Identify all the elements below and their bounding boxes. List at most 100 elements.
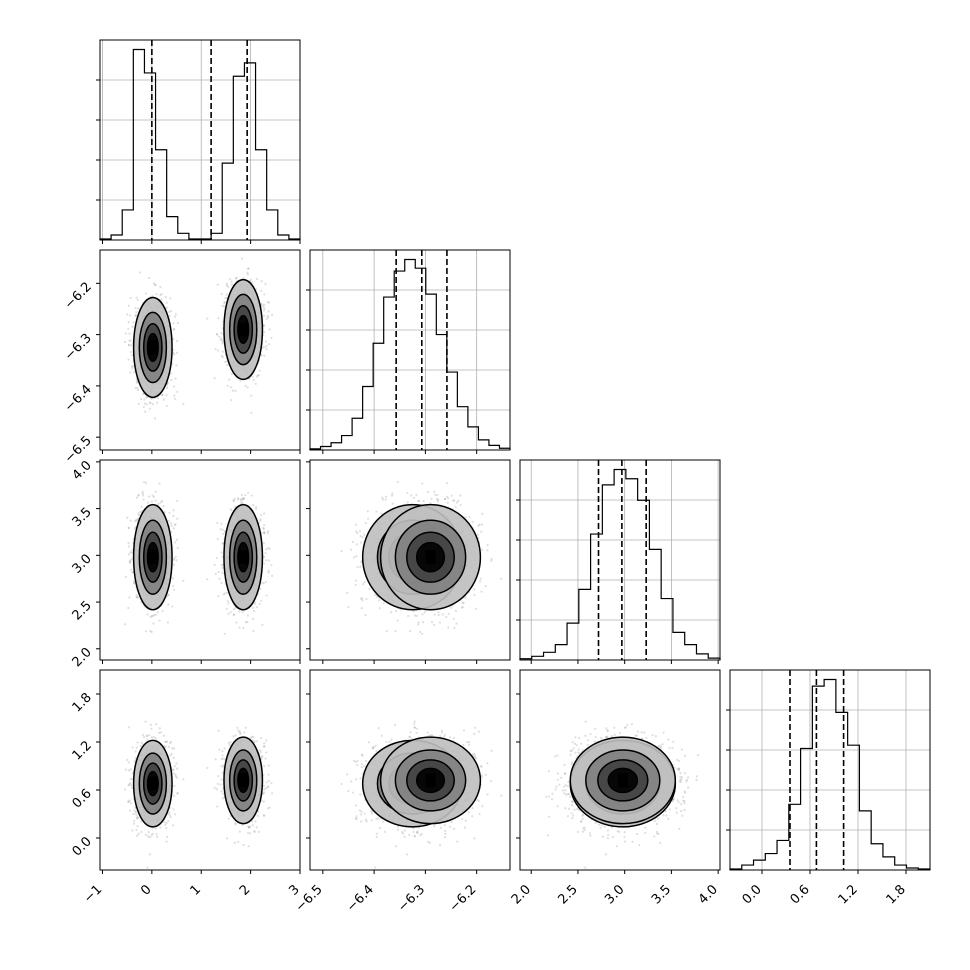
sample-point bbox=[222, 593, 225, 596]
sample-point bbox=[226, 600, 229, 603]
sample-point bbox=[219, 528, 222, 531]
sample-point bbox=[374, 593, 377, 596]
sample-point bbox=[134, 314, 137, 317]
sample-point bbox=[263, 562, 266, 565]
sample-point bbox=[251, 606, 254, 609]
sample-point bbox=[131, 551, 134, 555]
sample-point bbox=[267, 310, 270, 313]
sample-point bbox=[127, 553, 131, 556]
sample-point bbox=[129, 560, 132, 563]
density-peak bbox=[238, 550, 249, 565]
sample-point bbox=[149, 615, 152, 619]
sample-point bbox=[150, 500, 154, 503]
sample-point bbox=[160, 293, 163, 296]
sample-point bbox=[135, 594, 138, 597]
sample-point bbox=[247, 491, 250, 495]
sample-point bbox=[182, 402, 185, 406]
sample-point bbox=[169, 372, 173, 375]
sample-point bbox=[137, 402, 140, 406]
sample-point bbox=[150, 614, 153, 618]
sample-point bbox=[176, 390, 179, 393]
sample-point bbox=[158, 619, 161, 622]
sample-point bbox=[169, 309, 173, 313]
sample-point bbox=[171, 577, 175, 580]
sample-point bbox=[220, 564, 223, 567]
panel-frame bbox=[99, 249, 301, 451]
sample-point bbox=[148, 407, 152, 410]
sample-point bbox=[141, 392, 145, 396]
sample-point bbox=[267, 571, 270, 574]
sample-point bbox=[262, 303, 266, 307]
sample-point bbox=[124, 575, 127, 579]
sample-point bbox=[132, 321, 135, 324]
sample-point bbox=[221, 342, 224, 345]
sample-point bbox=[225, 284, 229, 287]
sample-point bbox=[220, 581, 223, 585]
sample-point bbox=[136, 386, 139, 389]
sample-point bbox=[251, 281, 254, 284]
sample-point bbox=[221, 350, 225, 353]
y-tick-label: −6.3 bbox=[62, 331, 95, 364]
sample-point bbox=[127, 526, 131, 530]
sample-point bbox=[244, 493, 247, 497]
sample-point bbox=[271, 313, 274, 316]
sample-point bbox=[262, 526, 265, 529]
sample-point bbox=[250, 394, 253, 397]
sample-point bbox=[173, 557, 176, 560]
sample-point bbox=[266, 300, 270, 304]
sample-point bbox=[138, 271, 142, 274]
sample-point bbox=[213, 377, 216, 380]
sample-point bbox=[220, 292, 223, 296]
sample-point bbox=[236, 497, 239, 500]
sample-point bbox=[223, 301, 226, 304]
sample-point bbox=[223, 301, 226, 305]
sample-point bbox=[223, 632, 226, 635]
sample-point bbox=[136, 380, 139, 383]
sample-point bbox=[126, 313, 129, 316]
sample-point bbox=[173, 385, 176, 388]
sample-point bbox=[262, 324, 265, 327]
sample-point bbox=[128, 339, 131, 342]
sample-point bbox=[250, 494, 253, 497]
sample-point bbox=[266, 530, 270, 533]
sample-point bbox=[131, 366, 134, 369]
sample-point bbox=[142, 498, 145, 501]
y-tick-label: −6.5 bbox=[62, 433, 95, 466]
sample-point bbox=[214, 348, 217, 351]
sample-point bbox=[270, 564, 273, 567]
sample-point bbox=[264, 282, 267, 285]
sample-point bbox=[132, 581, 136, 584]
sample-point bbox=[227, 602, 230, 605]
sample-point bbox=[241, 498, 244, 501]
sample-point bbox=[253, 602, 257, 605]
sample-point bbox=[240, 257, 244, 260]
sample-point bbox=[128, 562, 132, 565]
sample-point bbox=[241, 501, 244, 504]
sample-point bbox=[174, 377, 177, 380]
sample-point bbox=[131, 325, 134, 329]
sample-point bbox=[256, 375, 259, 378]
sample-point bbox=[217, 570, 220, 574]
sample-point bbox=[226, 364, 229, 367]
sample-point bbox=[165, 301, 168, 304]
sample-point bbox=[221, 542, 225, 546]
sample-point bbox=[263, 531, 266, 534]
sample-point bbox=[173, 588, 176, 591]
sample-point bbox=[216, 333, 219, 336]
sample-point bbox=[172, 509, 175, 512]
sample-point bbox=[129, 519, 132, 522]
sample-point bbox=[156, 611, 159, 614]
sample-point bbox=[250, 411, 253, 414]
sample-point bbox=[262, 582, 265, 585]
sample-point bbox=[128, 332, 131, 335]
sample-point bbox=[261, 581, 264, 584]
sample-point bbox=[144, 292, 148, 295]
sample-point bbox=[247, 267, 250, 270]
sample-point bbox=[268, 547, 271, 550]
sample-point bbox=[137, 388, 140, 392]
sample-point bbox=[159, 285, 162, 289]
density-peak bbox=[238, 322, 249, 337]
sample-point bbox=[225, 293, 228, 296]
sample-point bbox=[151, 614, 155, 617]
sample-point bbox=[484, 585, 487, 588]
